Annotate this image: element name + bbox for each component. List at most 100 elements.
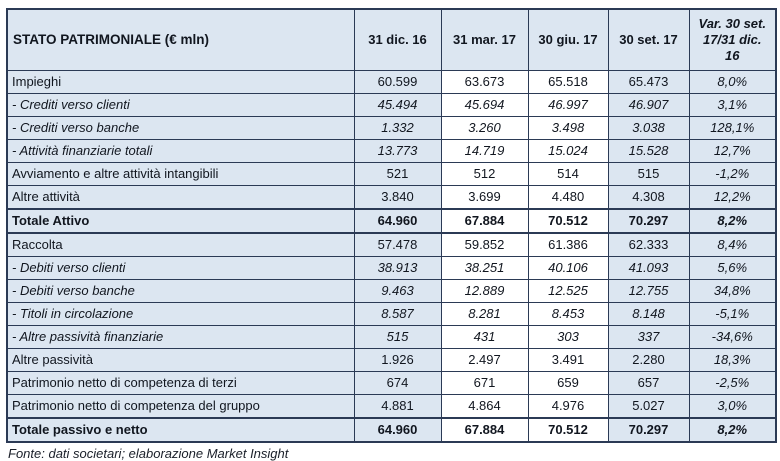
value-cell: 45.694 bbox=[440, 93, 529, 117]
table-row: Raccolta 57.478 59.852 61.386 62.333 8,4% bbox=[6, 232, 777, 257]
value-cell: 13.773 bbox=[353, 139, 442, 163]
row-label: - Debiti verso clienti bbox=[6, 256, 355, 280]
value-cell: 657 bbox=[607, 371, 690, 395]
table-row: Totale Attivo 64.960 67.884 70.512 70.297 8,2… bbox=[6, 208, 777, 234]
value-cell: 4.864 bbox=[440, 394, 529, 419]
source-note: Fonte: dati societari; elaborazione Mark… bbox=[8, 446, 289, 461]
balance-sheet-table: STATO PATRIMONIALE (€ mln) 31 dic. 16 31 … bbox=[6, 8, 777, 443]
variation-cell: 18,3% bbox=[688, 348, 777, 372]
value-cell: 512 bbox=[440, 162, 529, 186]
column-header: 31 mar. 17 bbox=[440, 8, 529, 71]
table-title: STATO PATRIMONIALE (€ mln) bbox=[6, 8, 355, 71]
variation-cell: 8,0% bbox=[688, 70, 777, 94]
column-header: 30 giu. 17 bbox=[527, 8, 609, 71]
variation-cell: 8,4% bbox=[688, 232, 777, 257]
row-label: Totale passivo e netto bbox=[6, 417, 355, 443]
value-cell: 8.148 bbox=[607, 302, 690, 326]
value-cell: 659 bbox=[527, 371, 609, 395]
variation-cell: 8,2% bbox=[688, 208, 777, 234]
value-cell: 41.093 bbox=[607, 256, 690, 280]
value-cell: 2.497 bbox=[440, 348, 529, 372]
column-header: Var. 30 set. 17/31 dic. 16 bbox=[688, 8, 777, 71]
value-cell: 62.333 bbox=[607, 232, 690, 257]
value-cell: 2.280 bbox=[607, 348, 690, 372]
table-row: Altre attività 3.840 3.699 4.480 4.308 12,2% bbox=[6, 185, 777, 210]
value-cell: 9.463 bbox=[353, 279, 442, 303]
row-label: Raccolta bbox=[6, 232, 355, 257]
variation-cell: 12,7% bbox=[688, 139, 777, 163]
table-row: - Attività finanziarie totali 13.773 14.71… bbox=[6, 139, 777, 163]
value-cell: 60.599 bbox=[353, 70, 442, 94]
value-cell: 14.719 bbox=[440, 139, 529, 163]
row-label: - Crediti verso banche bbox=[6, 116, 355, 140]
variation-cell: 3,1% bbox=[688, 93, 777, 117]
row-label: Altre attività bbox=[6, 185, 355, 210]
value-cell: 3.840 bbox=[353, 185, 442, 210]
value-cell: 4.480 bbox=[527, 185, 609, 210]
table-row: - Crediti verso clienti 45.494 45.694 46.99… bbox=[6, 93, 777, 117]
value-cell: 3.699 bbox=[440, 185, 529, 210]
table-row: - Debiti verso clienti 38.913 38.251 40.106… bbox=[6, 256, 777, 280]
variation-cell: -5,1% bbox=[688, 302, 777, 326]
value-cell: 3.491 bbox=[527, 348, 609, 372]
row-label: Patrimonio netto di competenza del grupp… bbox=[6, 394, 355, 419]
value-cell: 8.453 bbox=[527, 302, 609, 326]
value-cell: 515 bbox=[353, 325, 442, 349]
value-cell: 12.525 bbox=[527, 279, 609, 303]
value-cell: 67.884 bbox=[440, 208, 529, 234]
value-cell: 431 bbox=[440, 325, 529, 349]
table-row: - Crediti verso banche 1.332 3.260 3.498 3.0… bbox=[6, 116, 777, 140]
value-cell: 5.027 bbox=[607, 394, 690, 419]
value-cell: 1.926 bbox=[353, 348, 442, 372]
value-cell: 521 bbox=[353, 162, 442, 186]
table-row: - Titoli in circolazione 8.587 8.281 8.453 8… bbox=[6, 302, 777, 326]
value-cell: 15.528 bbox=[607, 139, 690, 163]
value-cell: 674 bbox=[353, 371, 442, 395]
row-label: Altre passività bbox=[6, 348, 355, 372]
value-cell: 3.260 bbox=[440, 116, 529, 140]
value-cell: 8.587 bbox=[353, 302, 442, 326]
value-cell: 65.518 bbox=[527, 70, 609, 94]
variation-cell: 12,2% bbox=[688, 185, 777, 210]
value-cell: 64.960 bbox=[353, 417, 442, 443]
value-cell: 61.386 bbox=[527, 232, 609, 257]
table-row: Avviamento e altre attività intangibili 5… bbox=[6, 162, 777, 186]
value-cell: 514 bbox=[527, 162, 609, 186]
value-cell: 8.281 bbox=[440, 302, 529, 326]
table-row: Impieghi 60.599 63.673 65.518 65.473 8,0% bbox=[6, 70, 777, 94]
table-row: Totale passivo e netto 64.960 67.884 70.512… bbox=[6, 417, 777, 443]
value-cell: 1.332 bbox=[353, 116, 442, 140]
value-cell: 38.251 bbox=[440, 256, 529, 280]
value-cell: 40.106 bbox=[527, 256, 609, 280]
variation-cell: 8,2% bbox=[688, 417, 777, 443]
value-cell: 70.512 bbox=[527, 417, 609, 443]
value-cell: 59.852 bbox=[440, 232, 529, 257]
value-cell: 303 bbox=[527, 325, 609, 349]
value-cell: 4.308 bbox=[607, 185, 690, 210]
table-row: - Debiti verso banche 9.463 12.889 12.525 12… bbox=[6, 279, 777, 303]
column-header: 31 dic. 16 bbox=[353, 8, 442, 71]
value-cell: 46.907 bbox=[607, 93, 690, 117]
variation-cell: 5,6% bbox=[688, 256, 777, 280]
variation-cell: 128,1% bbox=[688, 116, 777, 140]
variation-cell: -34,6% bbox=[688, 325, 777, 349]
row-label: Totale Attivo bbox=[6, 208, 355, 234]
value-cell: 337 bbox=[607, 325, 690, 349]
value-cell: 64.960 bbox=[353, 208, 442, 234]
value-cell: 4.881 bbox=[353, 394, 442, 419]
row-label: Avviamento e altre attività intangibili bbox=[6, 162, 355, 186]
value-cell: 70.512 bbox=[527, 208, 609, 234]
row-label: - Titoli in circolazione bbox=[6, 302, 355, 326]
row-label: - Debiti verso banche bbox=[6, 279, 355, 303]
value-cell: 63.673 bbox=[440, 70, 529, 94]
column-header-label: Var. 30 set. 17/31 dic. 16 bbox=[698, 15, 766, 64]
variation-cell: -1,2% bbox=[688, 162, 777, 186]
value-cell: 515 bbox=[607, 162, 690, 186]
value-cell: 70.297 bbox=[607, 208, 690, 234]
value-cell: 57.478 bbox=[353, 232, 442, 257]
value-cell: 3.498 bbox=[527, 116, 609, 140]
value-cell: 12.889 bbox=[440, 279, 529, 303]
variation-cell: 3,0% bbox=[688, 394, 777, 419]
header-row: STATO PATRIMONIALE (€ mln) 31 dic. 16 31 … bbox=[6, 8, 777, 71]
